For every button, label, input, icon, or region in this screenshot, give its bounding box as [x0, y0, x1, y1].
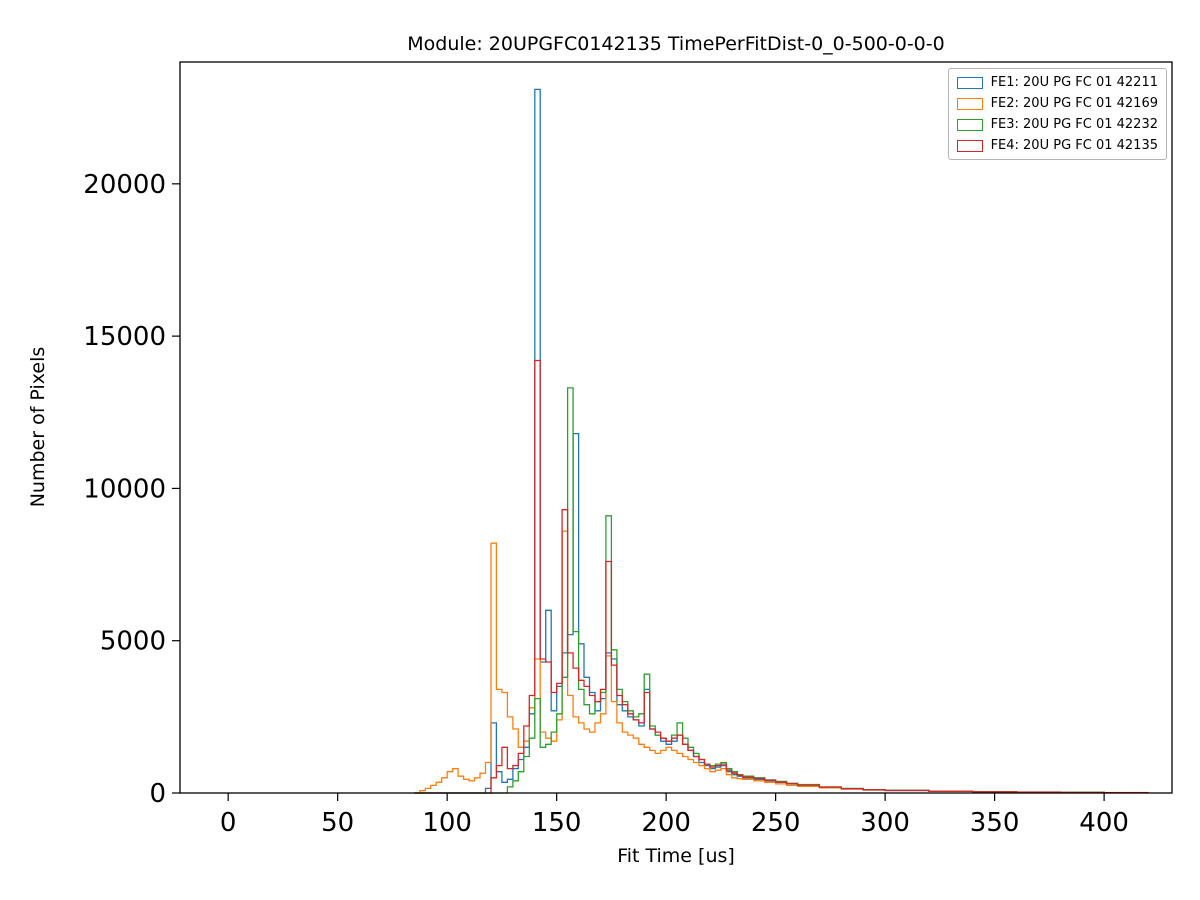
x-tick-label: 200 [641, 808, 691, 838]
x-tick-label: 350 [970, 808, 1020, 838]
x-tick-label: 150 [532, 808, 582, 838]
legend-label-1: FE1: 20U PG FC 01 42211 [990, 75, 1158, 90]
x-tick-label: 400 [1079, 808, 1129, 838]
x-tick-label: 50 [321, 808, 354, 838]
legend-entry-4: FE4: 20U PG FC 01 42135 [956, 137, 1158, 154]
series-4-path [414, 359, 1149, 794]
x-tick-label: 0 [220, 808, 237, 838]
x-tick-label: 100 [422, 808, 472, 838]
y-axis-label: Number of Pixels [27, 346, 49, 508]
chart-title: Module: 20UPGFC0142135 TimePerFitDist-0_… [407, 33, 945, 55]
legend-label-3: FE3: 20U PG FC 01 42232 [990, 117, 1158, 132]
legend-swatch-1 [956, 76, 983, 89]
legend: FE1: 20U PG FC 01 42211 FE2: 20U PG FC 01… [947, 68, 1167, 160]
legend-label-4: FE4: 20U PG FC 01 42135 [990, 138, 1158, 153]
y-tick-label: 5000 [100, 627, 166, 657]
axes-border [179, 61, 1173, 794]
y-tick-label: 20000 [83, 170, 166, 200]
legend-entry-3: FE3: 20U PG FC 01 42232 [956, 116, 1158, 133]
legend-swatch-3 [956, 118, 983, 131]
legend-entry-1: FE1: 20U PG FC 01 42211 [956, 74, 1158, 91]
y-tick-label: 10000 [83, 474, 166, 504]
y-tick-label: 15000 [83, 322, 166, 352]
legend-entry-2: FE2: 20U PG FC 01 42169 [956, 95, 1158, 112]
legend-swatch-2 [956, 97, 983, 110]
axes-background [180, 62, 1172, 793]
y-tick-label: 0 [149, 779, 166, 809]
legend-swatch-4 [956, 139, 983, 152]
x-axis-label: Fit Time [us] [617, 845, 735, 867]
legend-label-2: FE2: 20U PG FC 01 42169 [990, 96, 1158, 111]
x-tick-label: 300 [860, 808, 910, 838]
x-tick-label: 250 [751, 808, 801, 838]
